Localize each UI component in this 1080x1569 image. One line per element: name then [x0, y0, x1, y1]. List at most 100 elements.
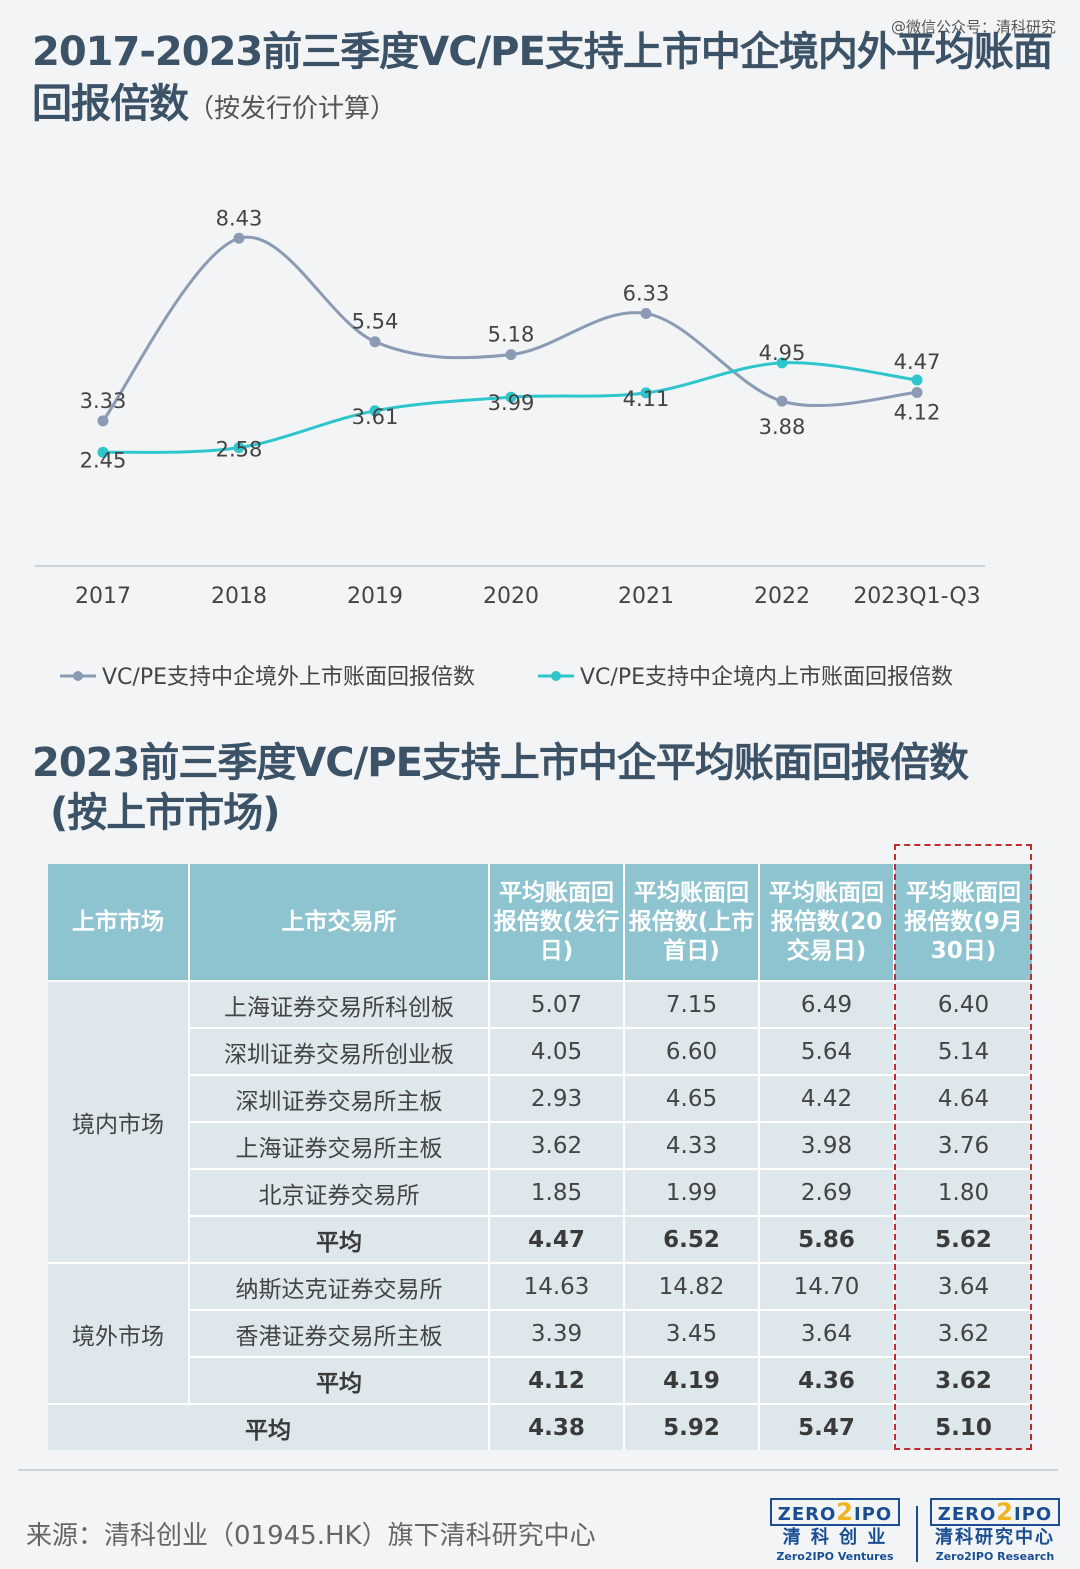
chart-title-main: 2017-2023前三季度VC/PE支持上市中企境内外平均账面回报倍数 — [32, 29, 1053, 127]
value-cell: 4.65 — [625, 1074, 760, 1121]
logo1-zero: ZERO — [777, 1504, 837, 1525]
table-row: 深圳证券交易所主板 2.93 4.65 4.42 4.64 — [48, 1074, 1032, 1121]
overall-average-value: 5.47 — [760, 1403, 895, 1450]
average-value: 5.86 — [760, 1215, 895, 1262]
x-tick-label: 2022 — [754, 584, 810, 609]
value-cell: 1.99 — [625, 1168, 760, 1215]
x-tick-label: 2019 — [347, 584, 403, 609]
data-label: 3.61 — [352, 405, 399, 429]
value-cell: 5.64 — [760, 1027, 895, 1074]
average-value: 6.52 — [625, 1215, 760, 1262]
x-tick-label: 2021 — [618, 584, 674, 609]
value-cell: 5.14 — [895, 1027, 1032, 1074]
data-label: 2.58 — [216, 438, 263, 462]
line-chart: 2017 2018 2019 2020 2021 2022 2023Q1-Q3 3.33 8.4… — [35, 206, 985, 690]
data-point — [233, 232, 245, 244]
chart-title: 2017-2023前三季度VC/PE支持上市中企境内外平均账面回报倍数（按发行价… — [32, 26, 1053, 135]
header-issue-day: 平均账面回报倍数(发行日) — [490, 864, 625, 980]
data-point — [911, 374, 923, 386]
footer-divider — [18, 1469, 1058, 1471]
data-point — [369, 405, 381, 417]
value-cell: 2.69 — [760, 1168, 895, 1215]
overall-average-value: 4.38 — [490, 1403, 625, 1450]
average-value: 5.62 — [895, 1215, 1032, 1262]
chart-title-sub: （按发行价计算） — [188, 94, 397, 124]
average-value: 4.47 — [490, 1215, 625, 1262]
domestic-average-row: 平均 4.47 6.52 5.86 5.62 — [48, 1215, 1032, 1262]
table-title: 2023前三季度VC/PE支持上市中企平均账面回报倍数 (按上市市场) — [32, 738, 1052, 838]
table-row: 深圳证券交易所创业板 4.05 6.60 5.64 5.14 — [48, 1027, 1032, 1074]
overseas-average-row: 平均 4.12 4.19 4.36 3.62 — [48, 1356, 1032, 1403]
x-tick-label: 2020 — [483, 584, 539, 609]
logo1-en: Zero2IPO Ventures — [776, 1550, 894, 1563]
logo2-ipo: IPO — [1014, 1504, 1053, 1525]
value-cell: 3.62 — [895, 1309, 1032, 1356]
overall-average-value: 5.92 — [625, 1403, 760, 1450]
table-title-line1: 2023前三季度VC/PE支持上市中企平均账面回报倍数 — [32, 740, 969, 786]
value-cell: 5.07 — [490, 980, 625, 1027]
exchange-cell: 深圳证券交易所创业板 — [190, 1027, 490, 1074]
value-cell: 6.60 — [625, 1027, 760, 1074]
exchange-cell: 香港证券交易所主板 — [190, 1309, 490, 1356]
series-line — [101, 235, 918, 422]
table-row: 香港证券交易所主板 3.39 3.45 3.64 3.62 — [48, 1309, 1032, 1356]
legend-marker — [73, 671, 83, 681]
legend-label: VC/PE支持中企境内上市账面回报倍数 — [580, 665, 953, 690]
data-point — [233, 442, 245, 454]
table-row: 上海证券交易所主板 3.62 4.33 3.98 3.76 — [48, 1121, 1032, 1168]
average-label: 平均 — [190, 1356, 490, 1403]
value-cell: 14.82 — [625, 1262, 760, 1309]
header-20-day: 平均账面回报倍数(20交易日) — [760, 864, 895, 980]
logo1-two: 2 — [836, 1498, 854, 1526]
exchange-cell: 北京证券交易所 — [190, 1168, 490, 1215]
data-label: 3.99 — [488, 391, 535, 415]
value-cell: 3.64 — [895, 1262, 1032, 1309]
average-label: 平均 — [190, 1215, 490, 1262]
exchange-cell: 深圳证券交易所主板 — [190, 1074, 490, 1121]
value-cell: 4.33 — [625, 1121, 760, 1168]
data-point — [776, 357, 788, 369]
x-tick-label: 2018 — [211, 584, 267, 609]
logo2-two: 2 — [996, 1498, 1014, 1526]
header-exchange: 上市交易所 — [190, 864, 490, 980]
data-label: 4.47 — [894, 350, 941, 374]
value-cell: 4.42 — [760, 1074, 895, 1121]
value-cell: 3.39 — [490, 1309, 625, 1356]
data-label: 4.12 — [894, 401, 941, 425]
overall-average-value: 5.10 — [895, 1403, 1032, 1450]
zero2ipo-ventures-logo: ZERO2IPO 清 科 创 业 Zero2IPO Ventures — [770, 1498, 900, 1566]
x-tick-label: 2017 — [75, 584, 131, 609]
header-market: 上市市场 — [48, 864, 190, 980]
data-label: 5.18 — [488, 323, 535, 347]
data-point — [640, 387, 652, 399]
table-row: 北京证券交易所 1.85 1.99 2.69 1.80 — [48, 1168, 1032, 1215]
zero2ipo-research-logo: ZERO2IPO 清科研究中心 Zero2IPO Research — [930, 1498, 1060, 1566]
value-cell: 3.64 — [760, 1309, 895, 1356]
exchange-cell: 上海证券交易所主板 — [190, 1121, 490, 1168]
value-cell: 4.05 — [490, 1027, 625, 1074]
data-label: 3.33 — [80, 389, 127, 413]
x-tick-label: 2023Q1-Q3 — [853, 584, 980, 609]
highlight-box — [894, 844, 1032, 1450]
value-cell: 2.93 — [490, 1074, 625, 1121]
table-row: 境内市场 上海证券交易所科创板 5.07 7.15 6.49 6.40 — [48, 980, 1032, 1262]
data-point — [640, 307, 652, 319]
logo2-cn: 清科研究中心 — [935, 1527, 1055, 1548]
average-value: 4.19 — [625, 1356, 760, 1403]
data-point — [911, 387, 923, 399]
average-value: 3.62 — [895, 1356, 1032, 1403]
logo2-en: Zero2IPO Research — [935, 1550, 1055, 1563]
logo2-zero: ZERO — [937, 1504, 997, 1525]
logo1-ipo: IPO — [854, 1504, 893, 1525]
value-cell: 14.70 — [760, 1262, 895, 1309]
value-cell: 3.62 — [490, 1121, 625, 1168]
data-label: 2.45 — [80, 448, 127, 472]
average-value: 4.12 — [490, 1356, 625, 1403]
data-label: 4.11 — [623, 387, 670, 411]
value-cell: 14.63 — [490, 1262, 625, 1309]
data-label: 8.43 — [216, 206, 263, 230]
table-row: 境外市场 纳斯达克证券交易所 14.63 14.82 14.70 3.64 — [48, 1262, 1032, 1403]
exchange-cell: 上海证券交易所科创板 — [190, 980, 490, 1027]
value-cell: 6.49 — [760, 980, 895, 1027]
source-note: 来源：清科创业（01945.HK）旗下清科研究中心 — [26, 1521, 596, 1551]
